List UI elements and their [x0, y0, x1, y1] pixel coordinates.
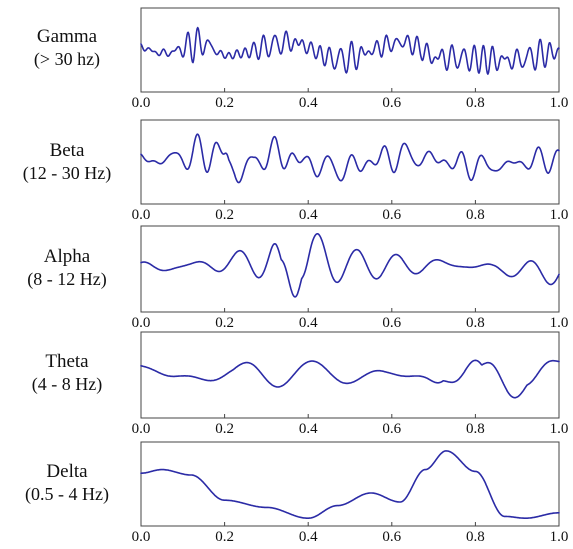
x-tick-label: 0.4	[299, 421, 318, 437]
trace-gamma	[140, 26, 560, 75]
x-tick-label: 1.0	[550, 421, 569, 437]
x-tick-label: 1.0	[550, 95, 569, 111]
panel-delta: Delta (0.5 - 4 Hz) 0.0 0.2 0.4 0.6 0.8 1.0	[25, 441, 569, 545]
x-ticks-beta: 0.0 0.2 0.4 0.6 0.8 1.0	[132, 200, 569, 223]
x-tick-label: 0.0	[132, 529, 151, 545]
x-tick-label: 1.0	[550, 529, 569, 545]
trace-delta	[140, 450, 560, 519]
x-tick-label: 0.0	[132, 421, 151, 437]
x-tick-label: 0.6	[382, 207, 401, 223]
band-range-delta: (0.5 - 4 Hz)	[25, 484, 109, 505]
panel-beta: Beta (12 - 30 Hz) 0.0 0.2 0.4 0.6 0.8 1.0	[23, 119, 569, 223]
band-range-beta: (12 - 30 Hz)	[23, 163, 111, 184]
plot-frame-theta	[140, 331, 560, 419]
band-range-alpha: (8 - 12 Hz)	[27, 269, 106, 290]
x-tick-label: 0.0	[132, 207, 151, 223]
band-name-theta: Theta	[45, 351, 89, 372]
x-tick-label: 0.2	[215, 529, 234, 545]
trace-alpha	[140, 233, 560, 298]
x-tick-label: 0.4	[299, 95, 318, 111]
band-name-delta: Delta	[46, 461, 88, 482]
x-tick-label: 0.0	[132, 315, 151, 331]
x-ticks-delta: 0.0 0.2 0.4 0.6 0.8 1.0	[132, 522, 569, 545]
x-tick-label: 0.6	[382, 95, 401, 111]
band-name-beta: Beta	[50, 140, 85, 161]
panel-alpha: Alpha (8 - 12 Hz) 0.0 0.2 0.4 0.6 0.8 1.0	[27, 225, 569, 331]
x-tick-label: 0.2	[215, 207, 234, 223]
band-name-gamma: Gamma	[37, 26, 98, 47]
x-ticks-gamma: 0.0 0.2 0.4 0.6 0.8 1.0	[132, 88, 569, 111]
x-tick-label: 0.8	[466, 207, 485, 223]
x-tick-label: 1.0	[550, 207, 569, 223]
trace-beta	[140, 133, 560, 184]
band-range-gamma: (> 30 hz)	[34, 49, 100, 70]
x-tick-label: 0.6	[382, 421, 401, 437]
x-tick-label: 0.8	[466, 529, 485, 545]
panel-gamma: Gamma (> 30 hz) 0.0 0.2 0.4 0.6 0.8 1.0	[34, 7, 569, 111]
x-tick-label: 0.6	[382, 529, 401, 545]
band-range-theta: (4 - 8 Hz)	[32, 374, 102, 395]
x-tick-label: 0.0	[132, 95, 151, 111]
trace-theta	[140, 359, 560, 399]
x-tick-label: 1.0	[550, 315, 569, 331]
x-tick-label: 0.8	[466, 421, 485, 437]
x-ticks-theta: 0.0 0.2 0.4 0.6 0.8 1.0	[132, 414, 569, 437]
x-tick-label: 0.2	[215, 95, 234, 111]
x-tick-label: 0.4	[299, 529, 318, 545]
x-tick-label: 0.4	[299, 315, 318, 331]
plot-frame-alpha	[140, 225, 560, 313]
x-tick-label: 0.6	[382, 315, 401, 331]
plot-frame-delta	[140, 441, 560, 527]
x-tick-label: 0.2	[215, 315, 234, 331]
x-tick-label: 0.8	[466, 95, 485, 111]
band-name-alpha: Alpha	[44, 246, 91, 267]
x-ticks-alpha: 0.0 0.2 0.4 0.6 0.8 1.0	[132, 308, 569, 331]
panel-theta: Theta (4 - 8 Hz) 0.0 0.2 0.4 0.6 0.8 1.0	[32, 331, 569, 437]
x-tick-label: 0.8	[466, 315, 485, 331]
x-tick-label: 0.4	[299, 207, 318, 223]
x-tick-label: 0.2	[215, 421, 234, 437]
